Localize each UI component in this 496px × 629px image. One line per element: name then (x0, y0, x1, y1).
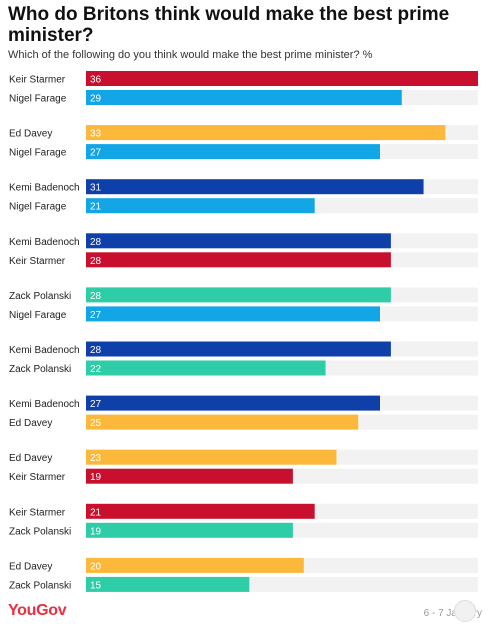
chart-title: Who do Britons think would make the best… (8, 4, 450, 46)
data-label: 28 (90, 291, 102, 302)
data-label: 31 (90, 183, 102, 194)
bar (86, 468, 293, 484)
bar (86, 449, 337, 465)
data-label: 28 (90, 256, 102, 267)
bar-label: Kemi Badenoch (9, 399, 80, 410)
data-label: 28 (90, 345, 102, 356)
bar-label: Ed Davey (9, 418, 52, 429)
bar-label: Ed Davey (9, 561, 52, 572)
bar-label: Kemi Badenoch (9, 237, 80, 248)
bar-label: Keir Starmer (9, 256, 66, 267)
data-label: 23 (90, 453, 102, 464)
data-label: 20 (90, 561, 102, 572)
bar (86, 71, 478, 86)
bar-label: Keir Starmer (9, 507, 66, 518)
bar-label: Ed Davey (9, 129, 52, 140)
data-label: 27 (90, 148, 102, 159)
data-label: 33 (90, 129, 102, 140)
bar (86, 503, 315, 519)
data-label: 21 (90, 202, 102, 213)
bar-label: Nigel Farage (9, 310, 67, 321)
bar (86, 144, 380, 160)
bar-label: Zack Polanski (9, 291, 71, 302)
scan-icon[interactable] (454, 600, 476, 622)
bar (86, 125, 446, 141)
bar-label: Ed Davey (9, 453, 52, 464)
bar (86, 90, 402, 105)
bar (86, 360, 326, 376)
bar (86, 395, 380, 411)
bar-label: Keir Starmer (9, 75, 66, 86)
data-label: 27 (90, 399, 102, 410)
bar-label: Nigel Farage (9, 148, 67, 159)
bar-label: Keir Starmer (9, 472, 66, 483)
bar (86, 306, 380, 322)
survey-date: 6 - 7 January (423, 608, 482, 619)
data-label: 21 (90, 507, 102, 518)
bar (86, 198, 315, 214)
chart-subtitle: Which of the following do you think woul… (8, 49, 373, 61)
data-label: 36 (90, 75, 102, 86)
bar-label: Kemi Badenoch (9, 183, 80, 194)
data-label: 29 (90, 94, 102, 105)
bar (86, 414, 359, 430)
bar (86, 233, 391, 249)
bar (86, 252, 391, 268)
data-label: 27 (90, 310, 102, 321)
bar (86, 557, 304, 573)
bar-label: Nigel Farage (9, 94, 67, 105)
bar (86, 179, 424, 195)
bar (86, 287, 391, 303)
bar (86, 522, 293, 538)
data-label: 15 (90, 580, 102, 591)
bar-label: Nigel Farage (9, 202, 67, 213)
bar-label: Zack Polanski (9, 364, 71, 375)
data-label: 19 (90, 526, 102, 537)
bar (86, 576, 250, 592)
data-label: 28 (90, 237, 102, 248)
bar-label: Kemi Badenoch (9, 345, 80, 356)
yougov-logo: YouGov (8, 602, 67, 619)
data-label: 19 (90, 472, 102, 483)
bar-label: Zack Polanski (9, 526, 71, 537)
bar-label: Zack Polanski (9, 580, 71, 591)
bar (86, 341, 391, 357)
data-label: 25 (90, 418, 102, 429)
data-label: 22 (90, 364, 102, 375)
